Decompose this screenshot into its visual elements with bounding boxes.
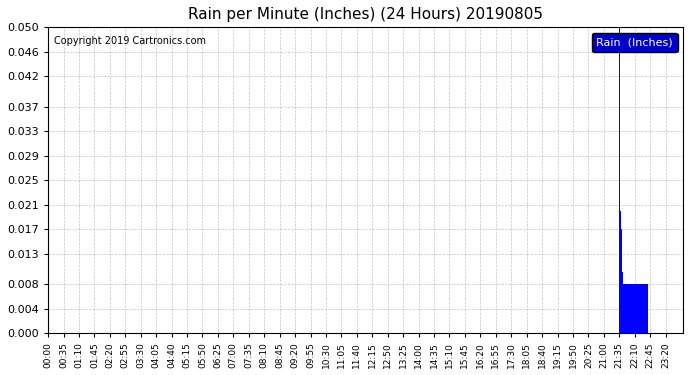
- Legend: Rain  (Inches): Rain (Inches): [592, 33, 678, 52]
- Title: Rain per Minute (Inches) (24 Hours) 20190805: Rain per Minute (Inches) (24 Hours) 2019…: [188, 7, 543, 22]
- Text: Copyright 2019 Cartronics.com: Copyright 2019 Cartronics.com: [55, 36, 206, 46]
